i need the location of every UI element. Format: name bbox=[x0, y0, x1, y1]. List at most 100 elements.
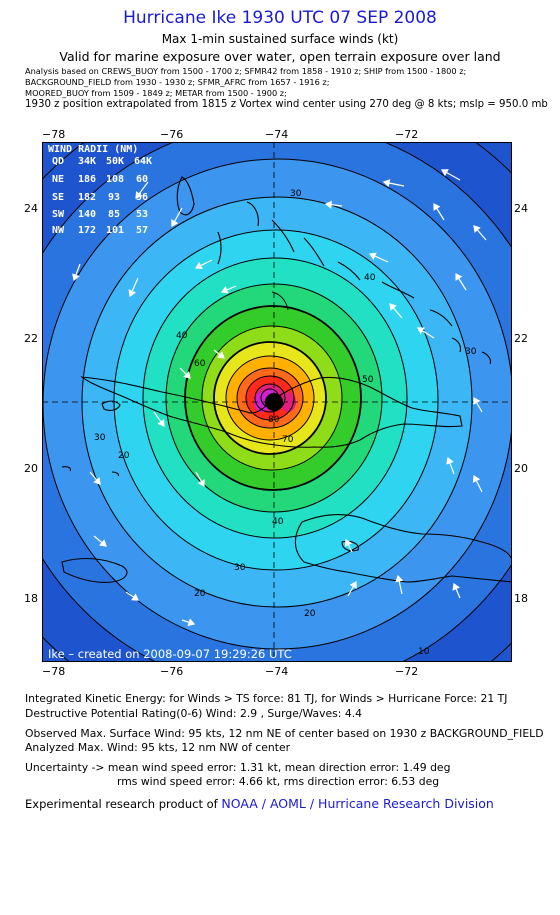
wind-radii-table: WIND RADII (NM) QD 34K 50K 64K NE 186 10… bbox=[48, 144, 152, 236]
dpr-stat: Destructive Potential Rating(0-6) Wind: … bbox=[25, 707, 363, 720]
wind-vector-head bbox=[433, 203, 441, 211]
wind-vector-head bbox=[368, 252, 377, 260]
wind-radii-value: 108 bbox=[106, 174, 124, 185]
lat-label-right: 18 bbox=[514, 592, 528, 605]
wind-radii-value: 56 bbox=[136, 192, 148, 203]
wind-vector-head bbox=[389, 303, 397, 311]
contour-label: 30 bbox=[465, 347, 477, 357]
lon-label-bottom: −78 bbox=[42, 665, 66, 678]
gonave-island bbox=[341, 540, 359, 552]
contour-label: 20 bbox=[194, 589, 206, 599]
map-caption: Ike – created on 2008-09-07 19:29:26 UTC bbox=[48, 647, 292, 661]
wind-contour-line bbox=[113, 229, 439, 571]
wind-vector-head bbox=[472, 474, 481, 483]
lat-label-right: 24 bbox=[514, 202, 528, 215]
lat-label-right: 22 bbox=[514, 332, 528, 345]
wind-vector-head bbox=[128, 289, 136, 298]
uncertainty-rms: rms wind speed error: 4.66 kt, rms direc… bbox=[117, 775, 440, 788]
wind-radii-value: 53 bbox=[136, 209, 148, 220]
wind-vector-head bbox=[452, 582, 460, 591]
wind-contour-line bbox=[184, 305, 362, 491]
wind-vector-head bbox=[440, 169, 449, 177]
observed-max-wind: Observed Max. Surface Wind: 95 kts, 12 n… bbox=[25, 727, 544, 740]
wind-radii-quadrant: NW bbox=[52, 225, 65, 236]
isle-of-youth bbox=[101, 400, 121, 411]
contour-label: 40 bbox=[364, 273, 376, 283]
contour-label: 20 bbox=[304, 609, 316, 619]
position-note: 1930 z position extrapolated from 1815 z… bbox=[25, 99, 548, 110]
storm-center-marker bbox=[265, 393, 283, 411]
wind-vector-head bbox=[157, 419, 165, 427]
jamaica-coastline bbox=[61, 557, 128, 583]
wind-field-map: 30 40 30 40 60 50 70 80 20 40 30 20 20 3… bbox=[42, 142, 512, 662]
contour-label: 80 bbox=[268, 415, 280, 425]
analysis-line: Analysis based on CREWS_BUOY from 1500 -… bbox=[25, 66, 467, 76]
analyzed-max-wind: Analyzed Max. Wind: 95 kts, 12 nm NW of … bbox=[25, 741, 291, 754]
wind-vector-head bbox=[217, 351, 225, 359]
bahamas-islands bbox=[217, 201, 453, 327]
lon-label-bottom: −72 bbox=[395, 665, 419, 678]
analysis-line: MOORED_BUOY from 1509 - 1849 z; METAR fr… bbox=[25, 88, 287, 98]
wind-vector-head bbox=[395, 574, 404, 583]
wind-radii-header: 64K bbox=[134, 156, 152, 167]
coastlines bbox=[61, 176, 512, 583]
contour-label: 60 bbox=[194, 359, 206, 369]
contour-label: 10 bbox=[418, 647, 430, 657]
wind-radii-value: 186 bbox=[78, 174, 96, 185]
contour-label: 40 bbox=[272, 517, 284, 527]
wind-vectors bbox=[72, 169, 487, 627]
wind-vector-head bbox=[183, 371, 191, 379]
map-subtitle: Max 1-min sustained surface winds (kt) bbox=[161, 32, 399, 46]
wind-vector-head bbox=[171, 219, 179, 228]
contour-label: 70 bbox=[282, 435, 294, 445]
lat-label-left: 18 bbox=[24, 592, 38, 605]
contour-label: 30 bbox=[290, 189, 302, 199]
exposure-note: Valid for marine exposure over water, op… bbox=[59, 49, 501, 64]
contour-label: 50 bbox=[362, 375, 374, 385]
wind-vector-head bbox=[135, 191, 143, 199]
wind-vector-head bbox=[220, 286, 229, 294]
wind-radii-value: 60 bbox=[136, 174, 148, 185]
wind-radii-value: 182 bbox=[78, 192, 96, 203]
noaa-aoml-link[interactable]: NOAA / AOML / Hurricane Research Divisio… bbox=[221, 796, 494, 811]
analysis-sources: Analysis based on CREWS_BUOY from 1500 -… bbox=[25, 66, 466, 99]
wind-vector-head bbox=[99, 539, 107, 547]
lon-label-top: −76 bbox=[160, 128, 184, 141]
wind-radii-value: 93 bbox=[108, 192, 120, 203]
wind-radii-value: 85 bbox=[108, 209, 120, 220]
lon-label-top: −78 bbox=[42, 128, 66, 141]
wind-radii-quadrant: SW bbox=[52, 209, 65, 220]
wind-contour-line bbox=[201, 325, 343, 471]
lon-label-top: −72 bbox=[395, 128, 419, 141]
lon-label-bottom: −74 bbox=[265, 665, 289, 678]
contour-label: 40 bbox=[176, 331, 188, 341]
wind-vector-head bbox=[131, 593, 139, 601]
wind-radii-header: QD bbox=[52, 156, 64, 167]
wind-vector-head bbox=[349, 580, 357, 589]
wind-vector-head bbox=[417, 327, 425, 335]
map-frame bbox=[42, 142, 512, 662]
contour-label: 30 bbox=[234, 563, 246, 573]
uncertainty-mean: Uncertainty -> mean wind speed error: 1.… bbox=[25, 761, 451, 774]
wind-radii-value: 140 bbox=[78, 209, 96, 220]
hispaniola-coastline bbox=[294, 513, 512, 583]
credit-line: Experimental research product of NOAA / … bbox=[25, 796, 494, 811]
lat-label-left: 20 bbox=[24, 462, 38, 475]
wind-vector-head bbox=[455, 273, 463, 281]
wind-vector-head bbox=[324, 200, 333, 209]
contour-label: 20 bbox=[118, 451, 130, 461]
wind-vector-head bbox=[473, 225, 481, 233]
lat-label-left: 22 bbox=[24, 332, 38, 345]
wind-contour-line bbox=[225, 355, 315, 441]
lon-label-top: −74 bbox=[265, 128, 289, 141]
wind-contour-line bbox=[236, 367, 304, 429]
lat-label-left: 24 bbox=[24, 202, 38, 215]
wind-vector-head bbox=[473, 396, 481, 405]
lon-label-bottom: −76 bbox=[160, 665, 184, 678]
wind-radii-title: WIND RADII (NM) bbox=[48, 144, 138, 155]
wind-contour-line bbox=[245, 375, 295, 421]
analysis-line: BACKGROUND_FIELD from 1930 - 1930 z; SFM… bbox=[25, 77, 330, 87]
wind-radii-value: 172 bbox=[78, 225, 96, 236]
wind-vector-head bbox=[187, 618, 196, 627]
wind-speed-shading bbox=[42, 142, 512, 662]
